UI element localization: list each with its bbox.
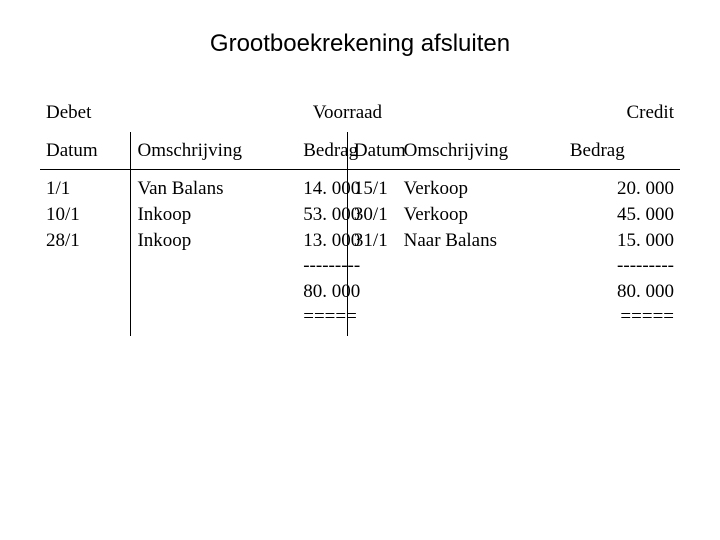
header-spacer-2 — [398, 94, 564, 132]
col-bedrag-left: Bedrag — [297, 132, 347, 170]
col-bedrag-right: Bedrag — [564, 132, 680, 170]
columns-row: Datum Omschrijving Bedrag Datum Omschrij… — [40, 132, 680, 170]
page: Grootboekrekening afsluiten Debet Voorra… — [0, 0, 720, 540]
credit-descriptions: Verkoop Verkoop Naar Balans — [398, 170, 564, 336]
col-datum-left: Datum — [40, 132, 131, 170]
header-debet: Debet — [40, 94, 131, 132]
header-spacer-1 — [131, 94, 297, 132]
col-omschrijving-right: Omschrijving — [398, 132, 564, 170]
page-title: Grootboekrekening afsluiten — [40, 30, 680, 58]
debet-amounts: 14. 000 53. 000 13. 000 --------- 80. 00… — [297, 170, 347, 336]
ledger-header-row: Debet Voorraad Credit — [40, 94, 680, 132]
header-account: Voorraad — [297, 94, 397, 132]
debet-dates: 1/1 10/1 28/1 — [40, 170, 131, 336]
col-datum-right: Datum — [347, 132, 397, 170]
debet-descriptions: Van Balans Inkoop Inkoop — [131, 170, 297, 336]
credit-amounts: 20. 000 45. 000 15. 000 --------- 80. 00… — [564, 170, 680, 336]
ledger-table: Debet Voorraad Credit Datum Omschrijving… — [40, 94, 680, 336]
entries-row: 1/1 10/1 28/1 Van Balans Inkoop Inkoop 1… — [40, 170, 680, 336]
header-credit: Credit — [564, 94, 680, 132]
col-omschrijving-left: Omschrijving — [131, 132, 297, 170]
